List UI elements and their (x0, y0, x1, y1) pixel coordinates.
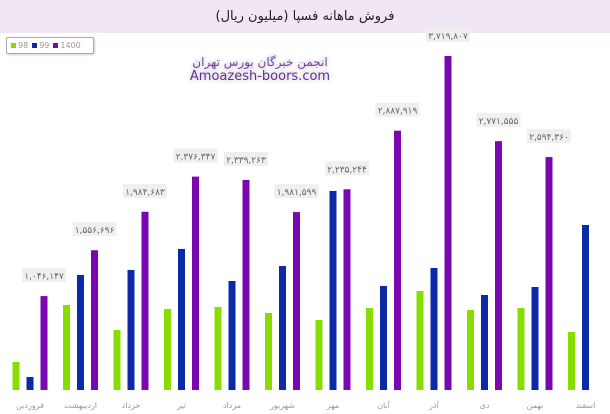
watermark: انجمن خبرگان بورس تهران Amoazesh-boors.c… (185, 55, 335, 84)
bar-98-0 (12, 361, 20, 390)
data-label-box (72, 222, 117, 237)
bar-99-4 (228, 280, 236, 390)
x-tick-label: بهمن (527, 401, 544, 410)
watermark-en: Amoazesh-boors.com (189, 69, 331, 84)
data-label: ۱,۹۸۴,۶۸۳ (125, 188, 165, 198)
data-label-box (476, 113, 521, 128)
bar-98-11 (568, 331, 575, 390)
data-label-box (325, 161, 369, 176)
data-label-box (123, 183, 167, 198)
x-tick-label: مهر (326, 401, 339, 410)
bar-98-4 (214, 306, 222, 390)
x-tick-label: خرداد (122, 401, 141, 410)
data-label: ۲,۳۳۹,۲۶۳ (226, 156, 266, 166)
bar-98-10 (517, 308, 525, 390)
x-tick-label: اردیبهشت (64, 401, 97, 410)
data-label: ۲,۸۸۷,۹۱۹ (378, 107, 418, 117)
bar-1400-2 (141, 211, 149, 390)
x-tick-label: آبان (377, 400, 391, 410)
x-tick-label: مرداد (223, 401, 241, 410)
bar-98-1 (63, 304, 70, 390)
x-tick-label: اسفند (576, 401, 596, 410)
x-tick-label: شهریور (269, 401, 295, 410)
bar-99-9 (481, 295, 488, 390)
bar-1400-6 (343, 189, 351, 390)
data-label: ۳,۷۱۹,۸۰۷ (428, 32, 468, 42)
bar-1400-8 (444, 56, 452, 390)
bar-99-3 (178, 248, 185, 390)
data-label-box (426, 28, 470, 42)
data-label: ۲,۲۳۵,۲۴۴ (327, 165, 367, 175)
data-label-box (527, 129, 571, 144)
data-label: ۱,۹۸۱,۵۹۹ (277, 188, 317, 198)
data-label: ۱,۰۴۶,۱۴۷ (24, 272, 64, 282)
bar-1400-10 (545, 157, 553, 390)
data-label: ۲,۳۷۶,۳۴۷ (176, 153, 216, 163)
bar-99-8 (430, 267, 438, 390)
bar-1400-0 (40, 296, 48, 390)
bar-1400-5 (293, 212, 300, 390)
bar-99-1 (77, 274, 84, 390)
bar-1400-9 (495, 141, 502, 390)
data-label: ۲,۵۹۴,۳۶۰ (529, 133, 569, 143)
bar-99-6 (329, 190, 337, 390)
x-tick-label: آذر (428, 400, 439, 410)
bar-99-0 (26, 376, 34, 390)
data-label-box (224, 151, 268, 166)
data-label: ۱,۵۵۶,۶۹۶ (75, 226, 115, 236)
data-label-box (173, 148, 218, 163)
bar-99-2 (127, 269, 135, 390)
bar-99-7 (380, 285, 387, 390)
legend: 98 99 1400 (6, 37, 94, 54)
data-label-box (274, 184, 319, 199)
bar-99-11 (582, 224, 589, 390)
chart-title: فروش ماهانه فسپا (میلیون ریال) (0, 0, 610, 33)
bar-98-6 (315, 319, 323, 390)
x-tick-label: تیر (176, 401, 186, 410)
watermark-fa: انجمن خبرگان بورس تهران (192, 55, 328, 69)
bar-98-2 (113, 330, 121, 390)
legend-item-98: 98 (11, 41, 28, 50)
data-label-box (22, 268, 66, 283)
bar-1400-3 (192, 176, 199, 390)
bar-99-5 (279, 266, 286, 390)
bar-98-7 (366, 308, 373, 390)
bar-98-8 (416, 290, 424, 390)
x-tick-label: فروردین (16, 401, 44, 410)
x-tick-label: دی (480, 401, 490, 410)
bar-98-3 (164, 309, 171, 390)
bar-99-10 (531, 287, 539, 390)
bar-1400-4 (242, 179, 250, 390)
legend-item-99: 99 (32, 41, 49, 50)
data-label: ۲,۷۷۱,۵۵۵ (479, 117, 519, 127)
bar-98-5 (265, 312, 272, 390)
data-label-box (375, 102, 420, 117)
bar-98-9 (467, 309, 474, 390)
bar-1400-7 (394, 130, 401, 391)
legend-item-1400: 1400 (53, 41, 81, 50)
bar-1400-1 (91, 250, 98, 390)
